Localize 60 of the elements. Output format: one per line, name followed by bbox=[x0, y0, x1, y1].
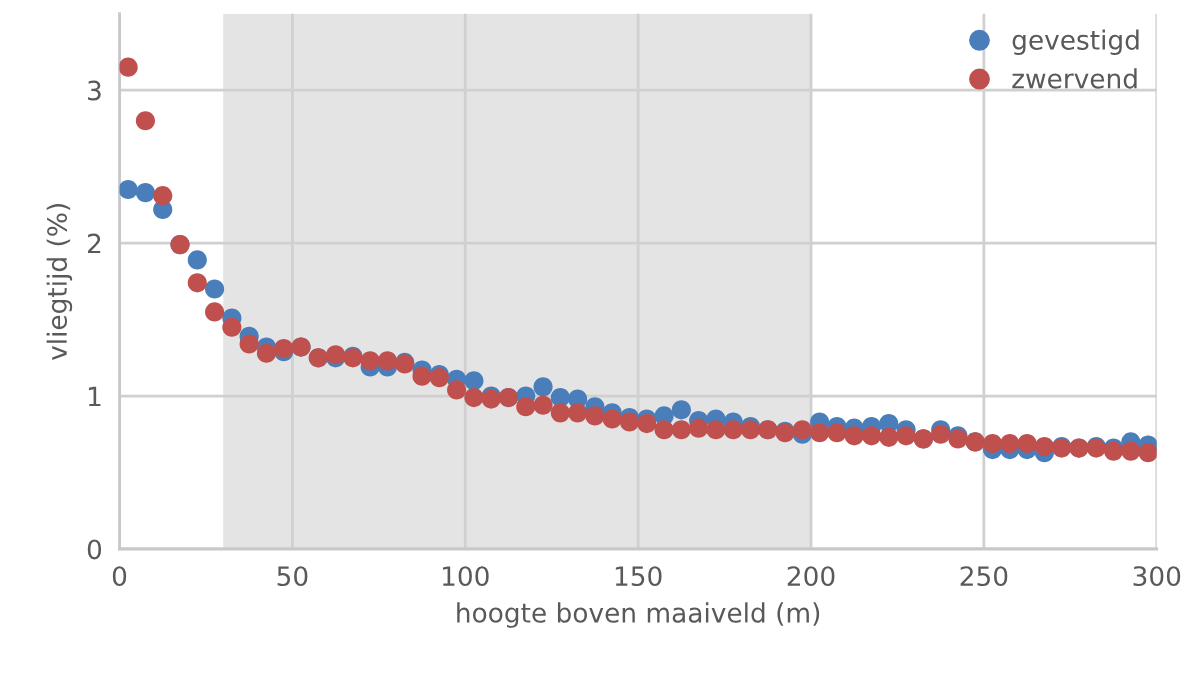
point bbox=[135, 183, 155, 203]
point bbox=[205, 279, 225, 299]
point bbox=[619, 412, 640, 432]
point bbox=[1138, 443, 1157, 463]
point bbox=[689, 418, 709, 438]
y-tick-label: 1 bbox=[88, 386, 101, 407]
point bbox=[1000, 433, 1020, 454]
point bbox=[723, 420, 743, 440]
point bbox=[187, 250, 207, 270]
point bbox=[533, 395, 553, 415]
point bbox=[568, 403, 588, 423]
legend-label: zwervend bbox=[1012, 68, 1137, 89]
point bbox=[377, 351, 398, 371]
point bbox=[516, 397, 536, 417]
point bbox=[464, 371, 484, 391]
point bbox=[205, 302, 225, 322]
point bbox=[360, 351, 380, 371]
y-tick-label: 3 bbox=[88, 80, 101, 101]
point bbox=[671, 420, 691, 440]
point bbox=[119, 57, 138, 77]
x-tick-label: 150 bbox=[615, 566, 662, 587]
point bbox=[447, 380, 467, 400]
point bbox=[1121, 441, 1141, 461]
point bbox=[187, 273, 207, 293]
point bbox=[1017, 433, 1037, 454]
y-tick-label: 0 bbox=[87, 539, 102, 560]
point bbox=[135, 111, 155, 131]
x-tick-label: 250 bbox=[960, 566, 1008, 587]
point bbox=[412, 366, 432, 386]
point bbox=[671, 400, 691, 420]
point bbox=[464, 388, 484, 408]
point bbox=[533, 377, 553, 397]
point bbox=[810, 423, 830, 443]
point bbox=[982, 433, 1003, 454]
point bbox=[654, 420, 674, 440]
point bbox=[827, 423, 847, 443]
point bbox=[637, 414, 657, 434]
point bbox=[844, 426, 864, 446]
point bbox=[222, 317, 242, 337]
point bbox=[1034, 436, 1054, 457]
point bbox=[706, 420, 726, 440]
point bbox=[602, 409, 622, 429]
y-tick-label: 2 bbox=[87, 233, 101, 254]
point bbox=[119, 179, 138, 200]
x-tick-label: 50 bbox=[277, 566, 308, 587]
point bbox=[153, 186, 173, 206]
x-tick-label: 100 bbox=[442, 566, 489, 587]
x-axis-title: hoogte boven maaiveld (m) bbox=[457, 602, 820, 628]
y-axis-title: vliegtijd (%) bbox=[46, 204, 73, 361]
point bbox=[585, 406, 605, 426]
legend-label: gevestigd bbox=[1012, 29, 1139, 56]
point bbox=[550, 403, 570, 423]
point bbox=[256, 343, 277, 363]
point bbox=[239, 334, 259, 354]
x-tick-label: 300 bbox=[1133, 566, 1181, 587]
x-tick-label: 0 bbox=[112, 566, 127, 587]
x-tick-label: 200 bbox=[787, 566, 835, 587]
point bbox=[879, 427, 899, 447]
point bbox=[896, 426, 916, 446]
point bbox=[861, 426, 882, 446]
